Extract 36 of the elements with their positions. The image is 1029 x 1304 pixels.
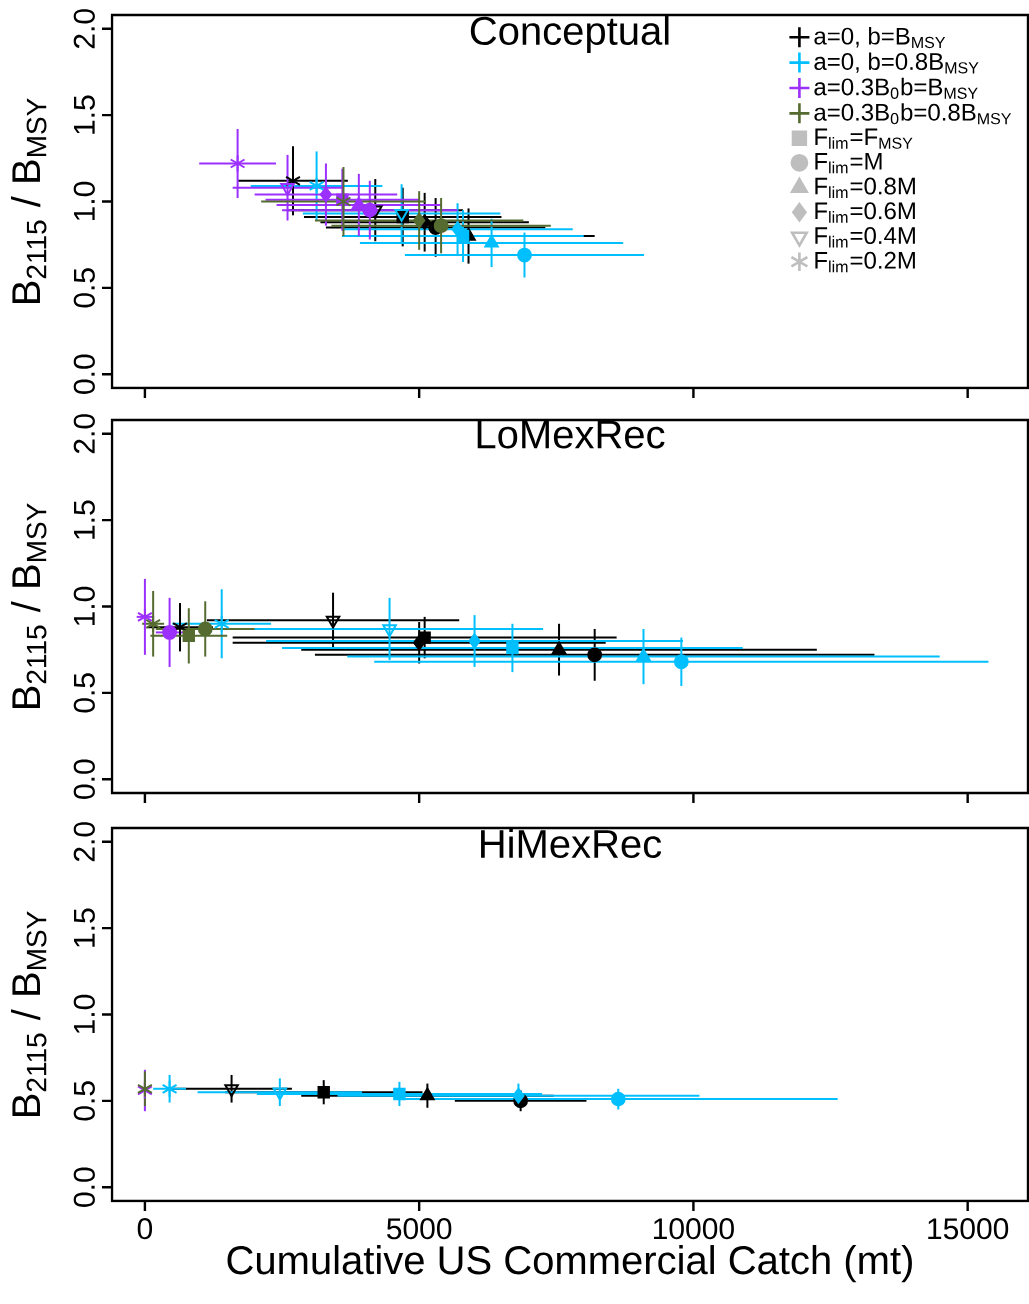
x-tick-label: 10000: [653, 1218, 734, 1240]
y-tick-label: 0.5: [73, 673, 95, 713]
y-tick-label: 0.5: [73, 268, 95, 308]
y-axis-title: B$_{2115}$ / B$_{MSY}$: [10, 98, 47, 303]
y-tick-label: 0.0: [73, 1167, 95, 1207]
legend-label: a=0.3B$_{0}$b=B$_{MSY}$: [814, 77, 978, 99]
legend-label: F$_{lim}$=M: [815, 153, 882, 174]
chart-title: LoMexRec: [477, 420, 665, 449]
y-tick-label: 2.0: [73, 822, 95, 862]
x-tick-label: 5000: [386, 1218, 452, 1240]
x-tick-label: 15000: [928, 1218, 1009, 1240]
x-axis-title: Cumulative US Commercial Catch (mt): [227, 1245, 912, 1283]
legend-label: a=0, b=B$_{MSY}$: [814, 27, 946, 49]
y-tick-label: 0.0: [73, 354, 95, 394]
chart-title: HiMexRec: [481, 828, 662, 859]
legend-label: a=0, b=0.8B$_{MSY}$: [814, 52, 979, 74]
y-axis-title: B$_{2115}$ / B$_{MSY}$: [10, 911, 47, 1117]
x-tick-label: 0: [137, 1218, 153, 1240]
y-tick-label: 0.0: [73, 759, 95, 799]
y-tick-label: 1.5: [74, 500, 95, 539]
y-tick-label: 1.0: [73, 586, 95, 626]
legend-label: a=0.3B$_{0}$b=0.8B$_{MSY}$: [814, 103, 1012, 125]
chart-title: Conceptual: [470, 15, 669, 53]
y-tick-label: 1.5: [74, 95, 95, 134]
y-tick-label: 0.5: [73, 1081, 95, 1121]
legend-label: F$_{lim}$=F$_{MSY}$: [815, 128, 913, 149]
y-tick-label: 1.0: [73, 181, 95, 221]
y-tick-label: 2.0: [73, 9, 95, 49]
y-axis-title: B$_{2115}$ / B$_{MSY}$: [10, 503, 47, 708]
legend-label: F$_{lim}$=0.8M: [815, 177, 915, 198]
legend-label: F$_{lim}$=0.6M: [815, 202, 915, 223]
legend-label: F$_{lim}$=0.4M: [815, 227, 915, 248]
y-tick-label: 2.0: [73, 414, 95, 454]
y-tick-label: 1.0: [73, 994, 95, 1034]
y-tick-label: 1.5: [74, 908, 95, 947]
legend-label: F$_{lim}$=0.2M: [815, 251, 915, 273]
